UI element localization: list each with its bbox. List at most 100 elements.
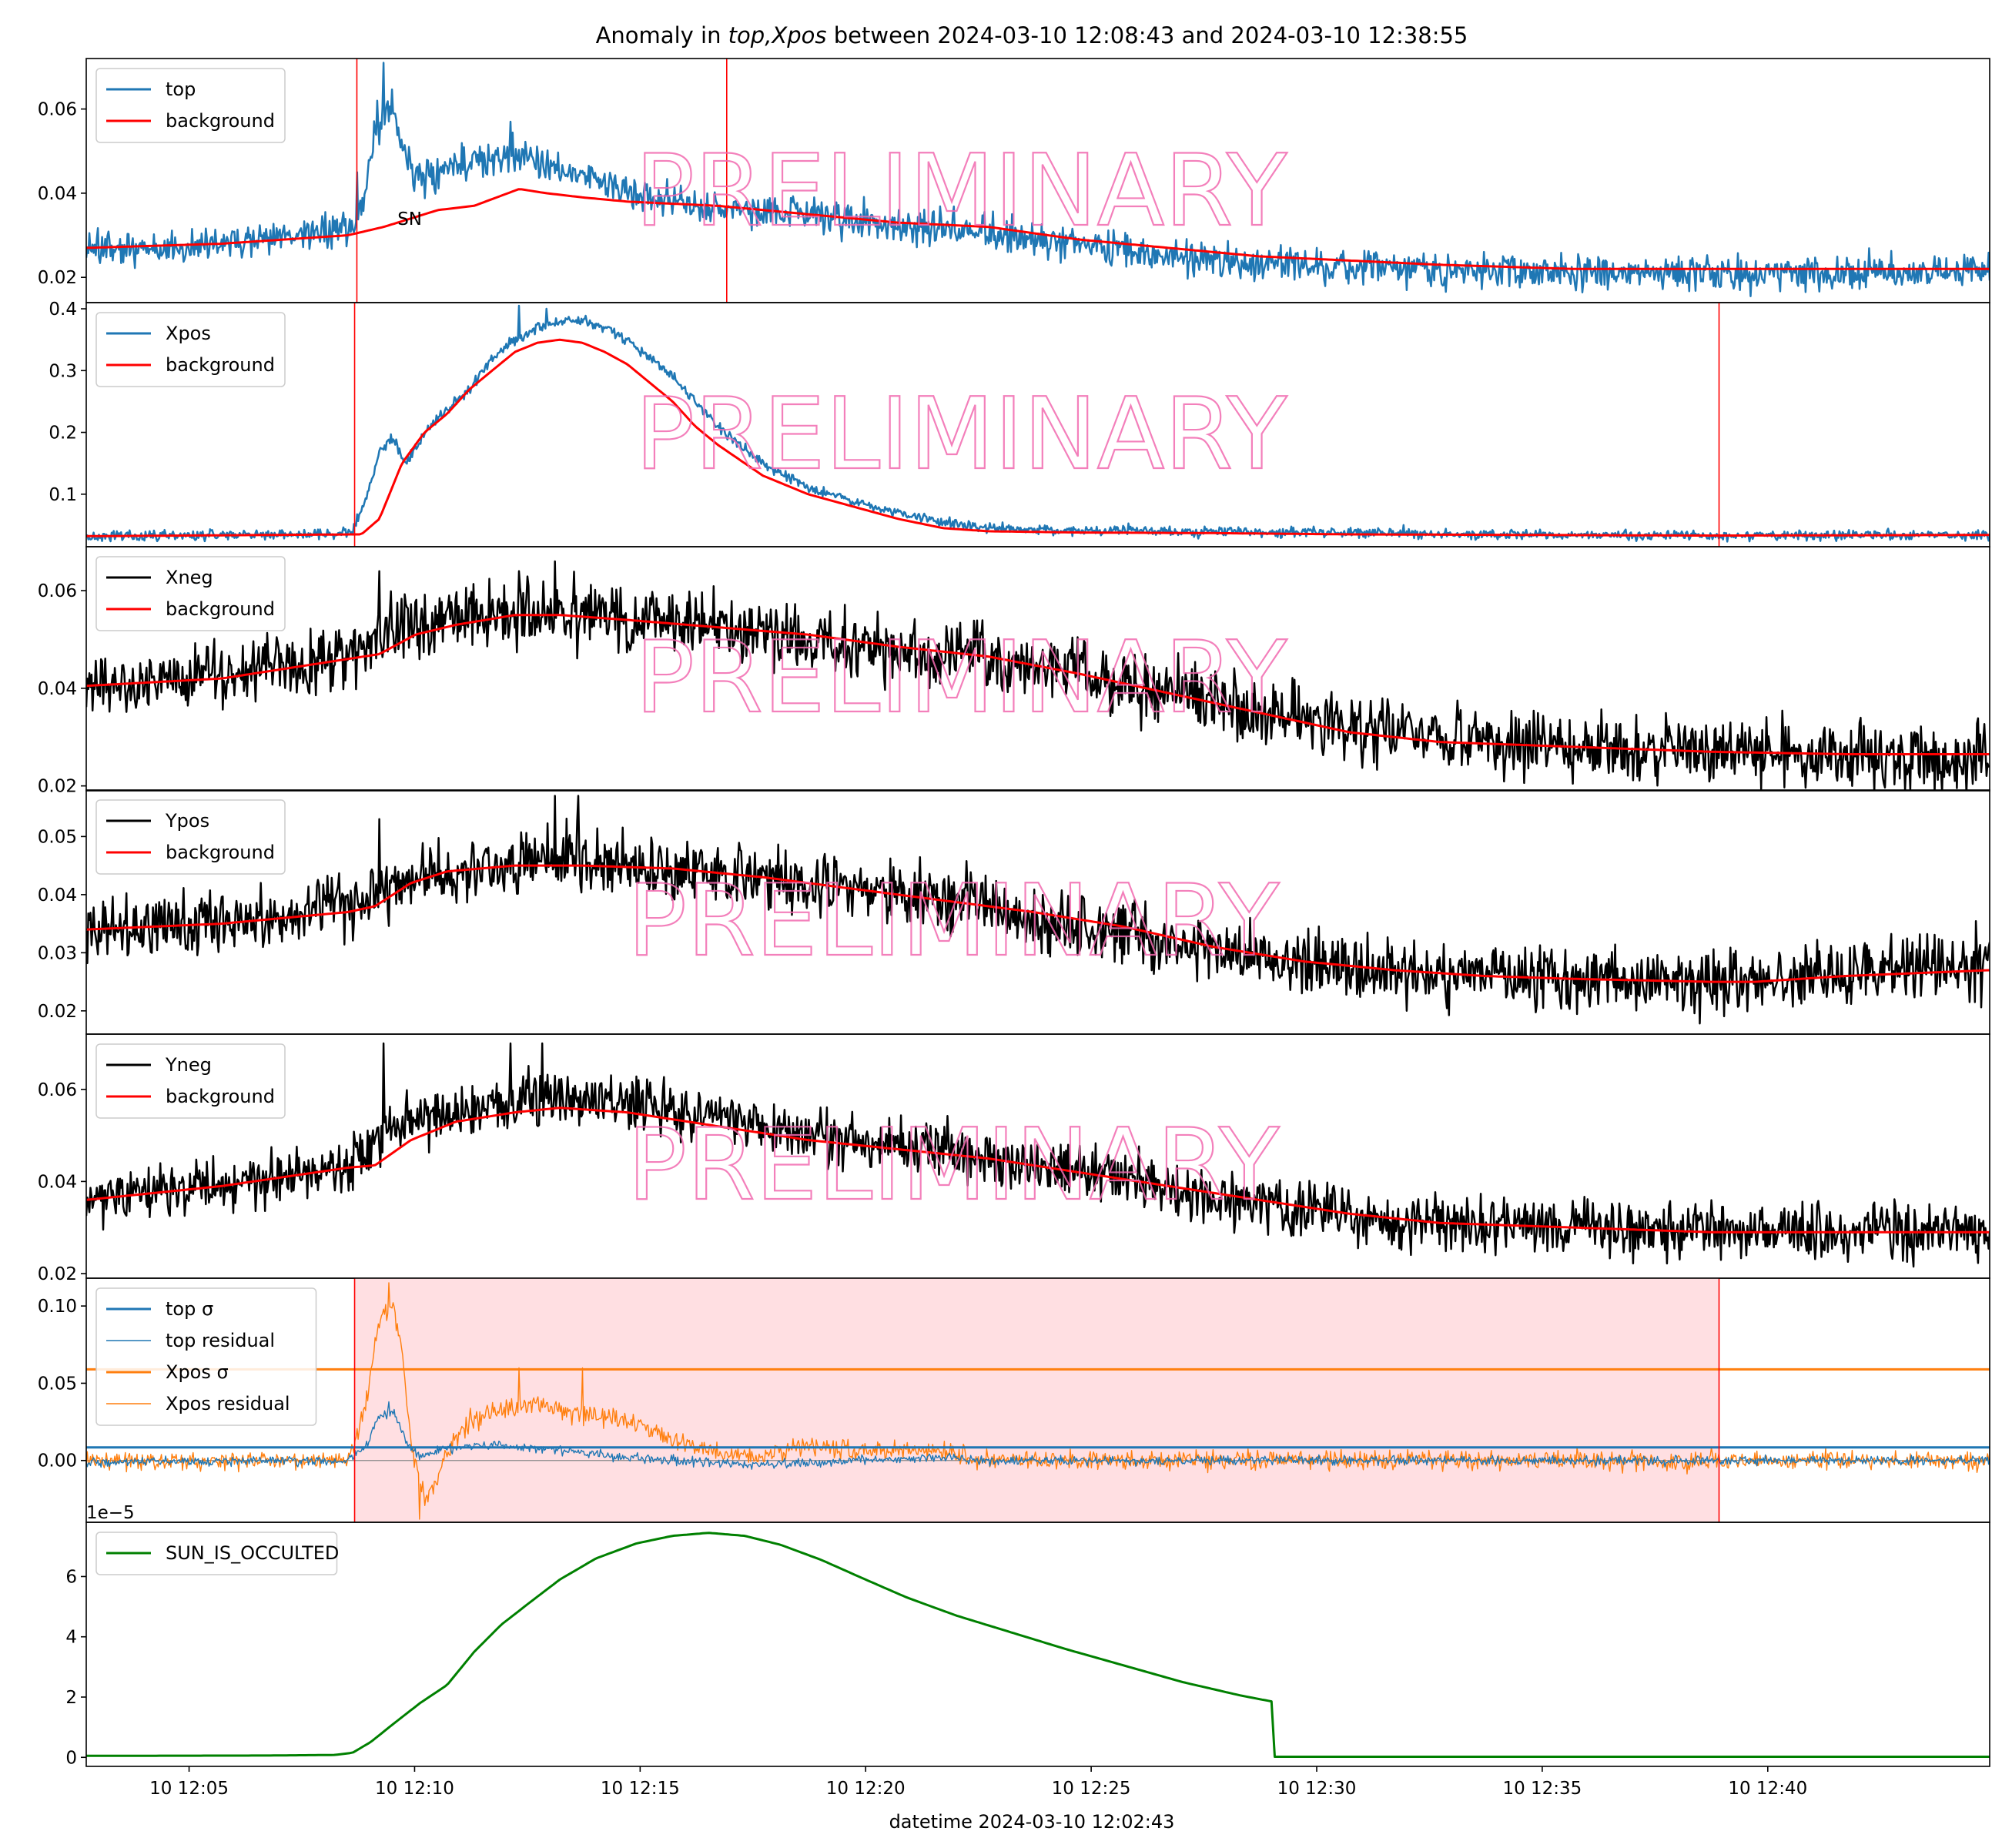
- plot-area-sun: [86, 1532, 1990, 1758]
- axes-frame-sun: [85, 1522, 1990, 1767]
- watermark: PRELIMINARY: [628, 864, 1280, 979]
- plot-area-Xpos: [86, 303, 1990, 547]
- legend-sun: SUN_IS_OCCULTED: [95, 1532, 339, 1575]
- legend-box: [95, 556, 286, 631]
- y-tick-label: 0.06: [38, 100, 77, 120]
- panel-Xpos: PRELIMINARY 0.1 0.2 0.3 0.4 Xpos background: [49, 300, 1990, 547]
- legend-box: [95, 1532, 338, 1575]
- series-Yneg-yneg: [86, 1042, 1990, 1268]
- legend-residuals: top σ top residual Xpos σ Xpos residual: [95, 1287, 317, 1426]
- panel-top: SN PRELIMINARY 0.02 0.04 0.06 top background: [38, 58, 1990, 303]
- y-tick-label: 0.02: [38, 777, 77, 797]
- y-tick-label: 0.06: [38, 581, 77, 601]
- legend-label: top: [166, 79, 196, 100]
- y-tick-label: 0.4: [49, 300, 77, 320]
- legend-label: background: [166, 110, 275, 132]
- plot-area-residuals: [86, 1278, 1990, 1522]
- legend-label: Xpos σ: [166, 1361, 229, 1383]
- y-tick-label: 0: [65, 1748, 77, 1768]
- legend-Yneg: Yneg background: [95, 1043, 286, 1119]
- legend-label: background: [166, 598, 275, 620]
- y-tick-label: 0.04: [38, 184, 77, 204]
- y-tick-label: 0.02: [38, 1264, 77, 1284]
- legend-label: top σ: [166, 1298, 213, 1320]
- y-tick-label: 4: [65, 1628, 77, 1648]
- legend-label: Xpos: [166, 323, 211, 344]
- x-tick-label: 10 12:35: [1502, 1779, 1582, 1799]
- y-tick-label: 0.04: [38, 886, 77, 906]
- series-Ypos-background: [86, 864, 1990, 983]
- legend-label: Ypos: [165, 810, 209, 832]
- x-axis-label: datetime 2024-03-10 12:02:43: [889, 1811, 1175, 1833]
- y-tick-label: 0.1: [49, 485, 77, 505]
- panels: SN PRELIMINARY0.020.040.06topbackgroundPR…: [38, 58, 1990, 1768]
- y-tick-label: 0.02: [38, 1002, 77, 1022]
- y-tick-label: 0.02: [38, 268, 77, 288]
- y-tick-label: 2: [65, 1688, 77, 1708]
- y-tick-label: 0.10: [38, 1297, 77, 1317]
- series-sun-sun_is_occulted: [86, 1532, 1990, 1758]
- y-tick-label: 0.04: [38, 1172, 77, 1192]
- watermark: PRELIMINARY: [628, 1108, 1280, 1223]
- annotation-label: SN: [397, 209, 422, 229]
- legend-box: [95, 68, 286, 143]
- watermark: PRELIMINARY: [635, 377, 1287, 492]
- legend-label: Xpos residual: [166, 1393, 290, 1414]
- series-residuals-xpos-residual: [86, 1282, 1990, 1520]
- anomaly-span-residuals: [354, 1278, 1719, 1522]
- legend-box: [95, 312, 286, 387]
- watermark: PRELIMINARY: [635, 621, 1287, 735]
- watermark: PRELIMINARY: [635, 134, 1287, 249]
- y-tick-label: 0.2: [49, 424, 77, 444]
- legend-label: top residual: [166, 1330, 275, 1351]
- y-tick-label: 0.00: [38, 1451, 77, 1471]
- x-tick-label: 10 12:30: [1277, 1779, 1357, 1799]
- legend-top: top background: [95, 68, 286, 143]
- series-top-top: [86, 62, 1990, 297]
- series-Xneg-xneg: [86, 560, 1990, 791]
- series-Xneg-background: [86, 614, 1990, 755]
- legend-label: Yneg: [165, 1054, 212, 1076]
- plot-area-Yneg: [86, 1042, 1990, 1268]
- offset-text: 1e−5: [86, 1503, 135, 1523]
- panel-Ypos: PRELIMINARY 0.02 0.03 0.04 0.05 Ypos backgroun…: [38, 789, 1990, 1035]
- x-tick-label: 10 12:15: [601, 1779, 680, 1799]
- legend-Xpos: Xpos background: [95, 312, 286, 387]
- panel-Xneg: PRELIMINARY 0.02 0.04 0.06 Xneg background: [38, 546, 1990, 797]
- y-tick-label: 6: [65, 1567, 77, 1587]
- plot-area-Ypos: [86, 795, 1990, 1025]
- series-residuals-top-residual: [86, 1401, 1990, 1470]
- plot-area-top: SN: [86, 59, 1990, 303]
- y-tick-label: 0.03: [38, 943, 77, 963]
- legend-label: background: [166, 354, 275, 376]
- plot-area-Xneg: [86, 560, 1990, 791]
- y-tick-label: 0.04: [38, 679, 77, 699]
- series-Xpos-background: [86, 338, 1990, 537]
- legend-label: Xneg: [166, 567, 213, 588]
- y-tick-label: 0.05: [38, 1374, 77, 1394]
- series-Ypos-ypos: [86, 795, 1990, 1025]
- x-tick-label: 10 12:25: [1052, 1779, 1131, 1799]
- legend-label: background: [166, 1086, 275, 1107]
- legend-label: background: [166, 842, 275, 863]
- x-tick-label: 10 12:20: [826, 1779, 906, 1799]
- legend-Ypos: Ypos background: [95, 799, 286, 875]
- y-tick-label: 0.05: [38, 827, 77, 847]
- series-top-background: [86, 188, 1990, 270]
- legend-box: [95, 799, 286, 875]
- panel-residuals: 0.00 0.05 0.10 1e−5 top σ top residual Xpos σ X…: [38, 1277, 1990, 1523]
- chart-title: Anomaly in top,Xpos between 2024-03-10 1…: [596, 22, 1468, 49]
- x-axis: 10 12:05 10 12:10 10 12:15 10 12:20 10 12:25…: [149, 1766, 1807, 1799]
- panel-Yneg: PRELIMINARY 0.02 0.04 0.06 Yneg background: [38, 1033, 1990, 1284]
- legend-box: [95, 1043, 286, 1119]
- panel-sun: 0 2 4 6 SUN_IS_OCCULTED: [65, 1522, 1990, 1768]
- legend-label: SUN_IS_OCCULTED: [166, 1542, 339, 1564]
- legend-Xneg: Xneg background: [95, 556, 286, 631]
- axes-frame-Xneg: [85, 546, 1990, 792]
- x-tick-label: 10 12:05: [149, 1779, 229, 1799]
- legend-box: [95, 1287, 317, 1426]
- x-tick-label: 10 12:10: [375, 1779, 454, 1799]
- y-tick-label: 0.3: [49, 361, 77, 381]
- y-tick-label: 0.06: [38, 1080, 77, 1100]
